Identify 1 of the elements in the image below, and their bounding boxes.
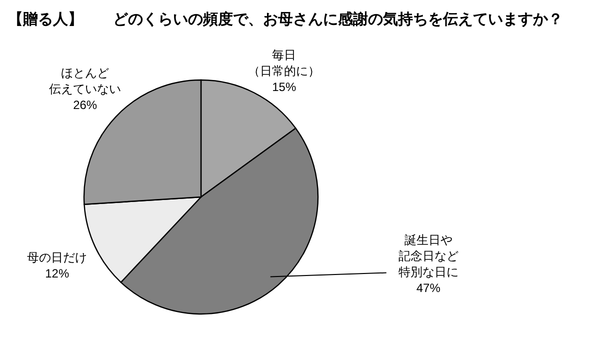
chart-title: 【贈る人】 どのくらいの頻度で、お母さんに感謝の気持ちを伝えていますか？: [8, 11, 563, 28]
